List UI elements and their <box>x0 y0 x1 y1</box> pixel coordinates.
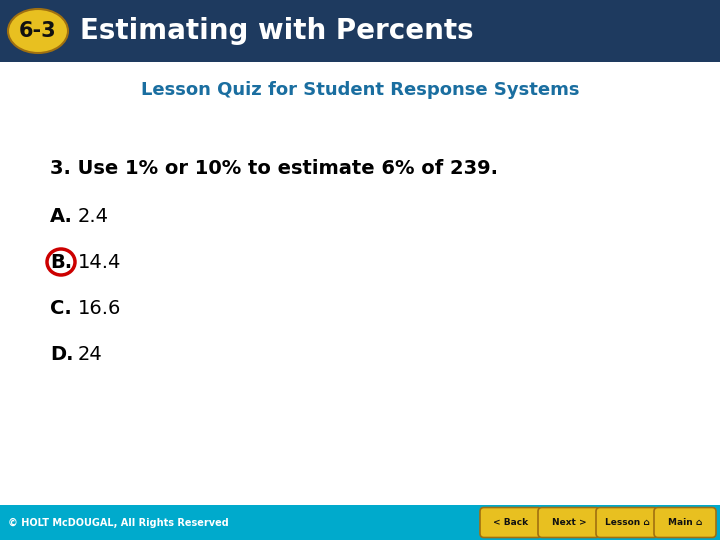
Text: Lesson Quiz for Student Response Systems: Lesson Quiz for Student Response Systems <box>140 81 580 99</box>
FancyBboxPatch shape <box>480 508 542 537</box>
Text: Estimating with Percents: Estimating with Percents <box>80 17 474 45</box>
Text: C.: C. <box>50 299 72 318</box>
FancyBboxPatch shape <box>654 508 716 537</box>
Text: B.: B. <box>50 253 72 272</box>
Text: 14.4: 14.4 <box>78 253 122 272</box>
Text: 3. Use 1% or 10% to estimate 6% of 239.: 3. Use 1% or 10% to estimate 6% of 239. <box>50 159 498 178</box>
FancyBboxPatch shape <box>0 505 720 540</box>
Text: Main ⌂: Main ⌂ <box>668 518 702 527</box>
FancyBboxPatch shape <box>0 0 720 62</box>
FancyBboxPatch shape <box>538 508 600 537</box>
Text: 2.4: 2.4 <box>78 206 109 226</box>
Text: Lesson ⌂: Lesson ⌂ <box>605 518 649 527</box>
Text: A.: A. <box>50 206 73 226</box>
Text: 16.6: 16.6 <box>78 299 122 318</box>
Ellipse shape <box>8 9 68 53</box>
Text: 6-3: 6-3 <box>19 21 57 41</box>
Text: 24: 24 <box>78 345 103 363</box>
Text: © HOLT McDOUGAL, All Rights Reserved: © HOLT McDOUGAL, All Rights Reserved <box>8 517 229 528</box>
Text: D.: D. <box>50 345 73 363</box>
FancyBboxPatch shape <box>596 508 658 537</box>
Text: Next >: Next > <box>552 518 586 527</box>
Text: < Back: < Back <box>493 518 528 527</box>
